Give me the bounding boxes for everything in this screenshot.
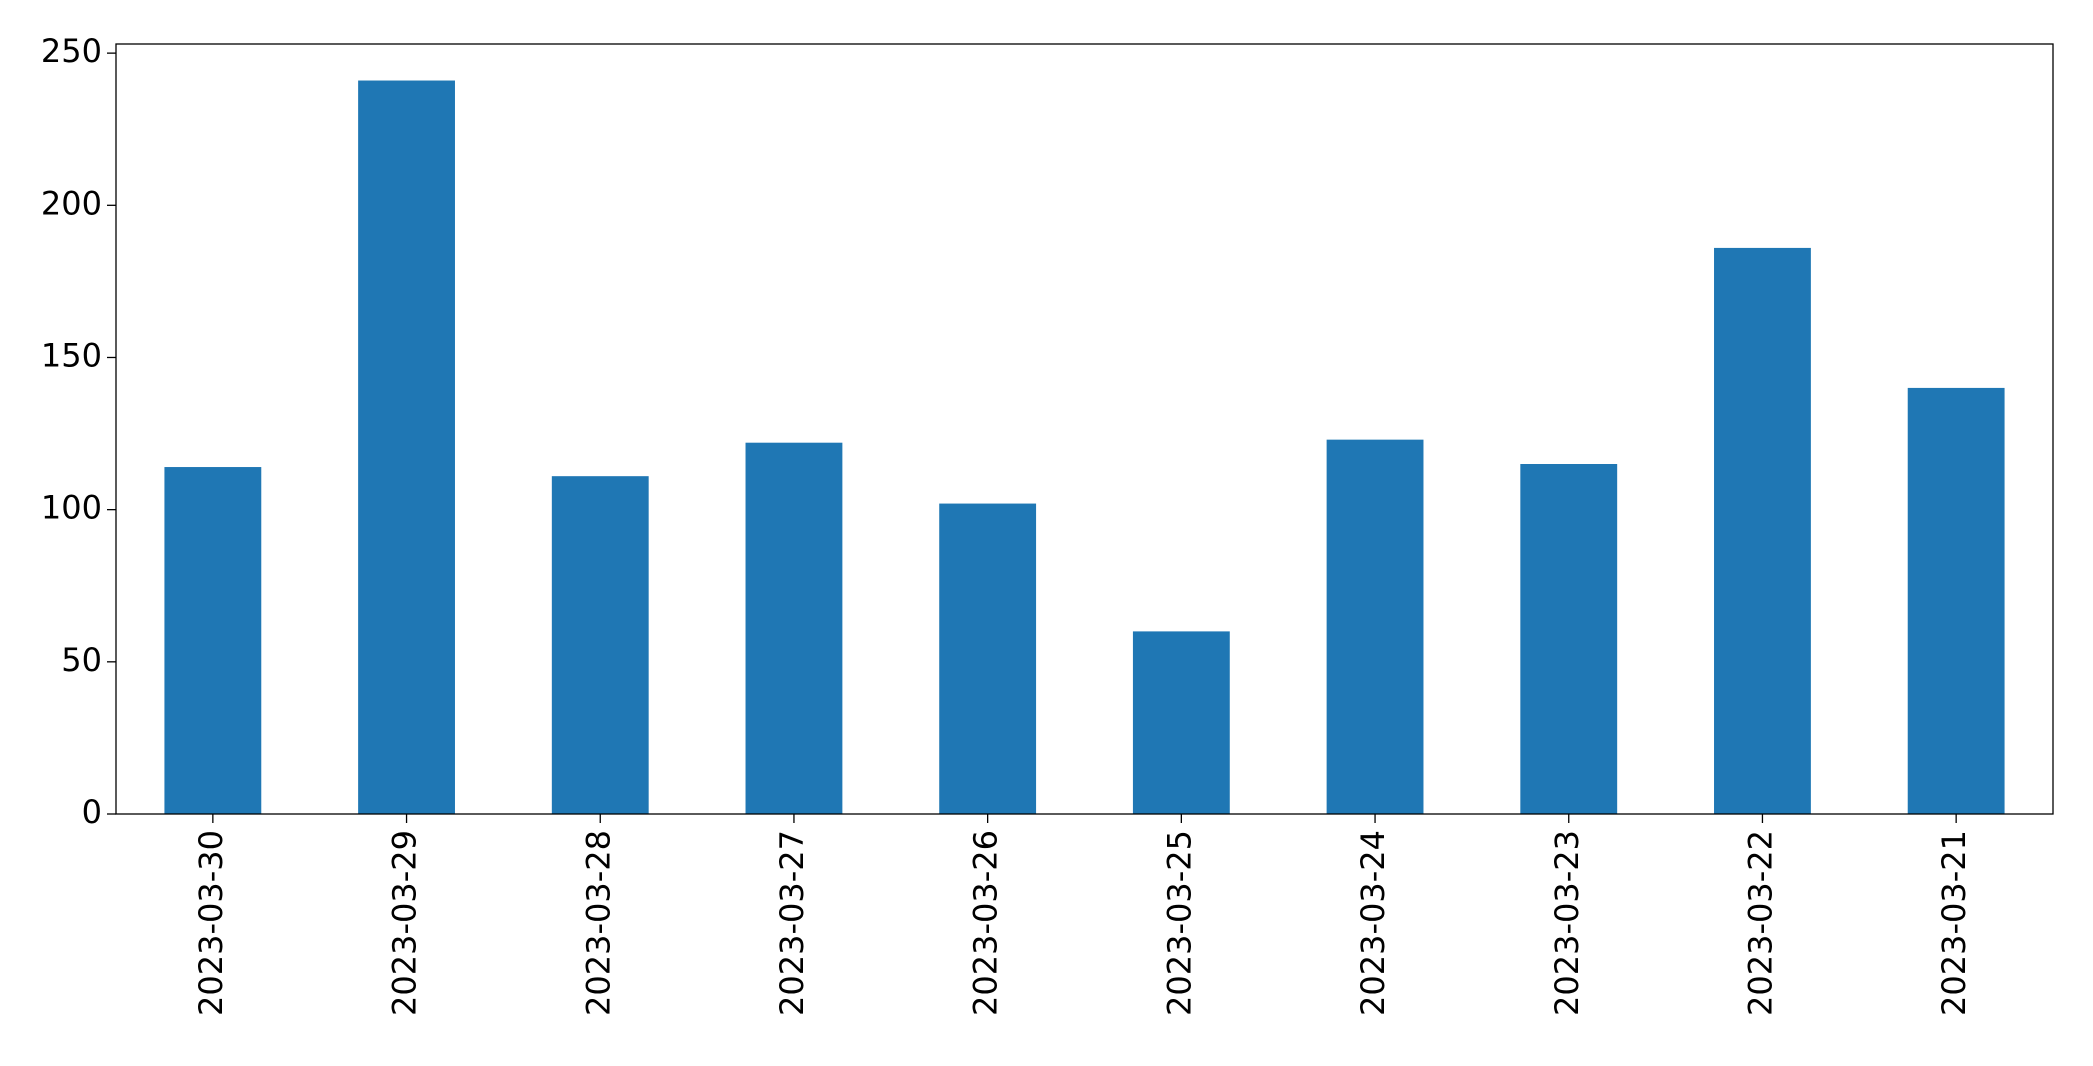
x-tick-label: 2023-03-23 [1548,830,1586,1016]
bar [745,442,843,814]
y-tick-label: 0 [82,793,102,831]
bar [939,503,1037,814]
bar [1907,387,2005,814]
axes-frame [115,43,2054,815]
bar [164,467,262,814]
y-tick-label: 250 [41,32,102,70]
x-tick-label: 2023-03-26 [967,830,1005,1016]
x-tick-label: 2023-03-25 [1160,830,1198,1016]
bar [1132,631,1230,814]
x-tick-label: 2023-03-24 [1354,830,1392,1016]
x-tick-label: 2023-03-29 [386,830,424,1016]
bar [358,80,455,815]
y-tick-label: 150 [41,336,102,374]
x-tick-label: 2023-03-28 [579,830,617,1016]
x-tick-label: 2023-03-21 [1935,830,1973,1016]
x-tick-label: 2023-03-27 [773,830,811,1016]
x-tick-label: 2023-03-30 [192,830,230,1016]
y-tick-label: 200 [41,184,102,222]
x-tick-label: 2023-03-22 [1741,830,1779,1016]
bar [1520,464,1618,814]
y-tick-label: 50 [61,641,102,679]
bar [1714,247,1811,815]
bar [1326,439,1424,814]
y-tick-label: 100 [41,489,102,527]
bar [551,476,649,814]
